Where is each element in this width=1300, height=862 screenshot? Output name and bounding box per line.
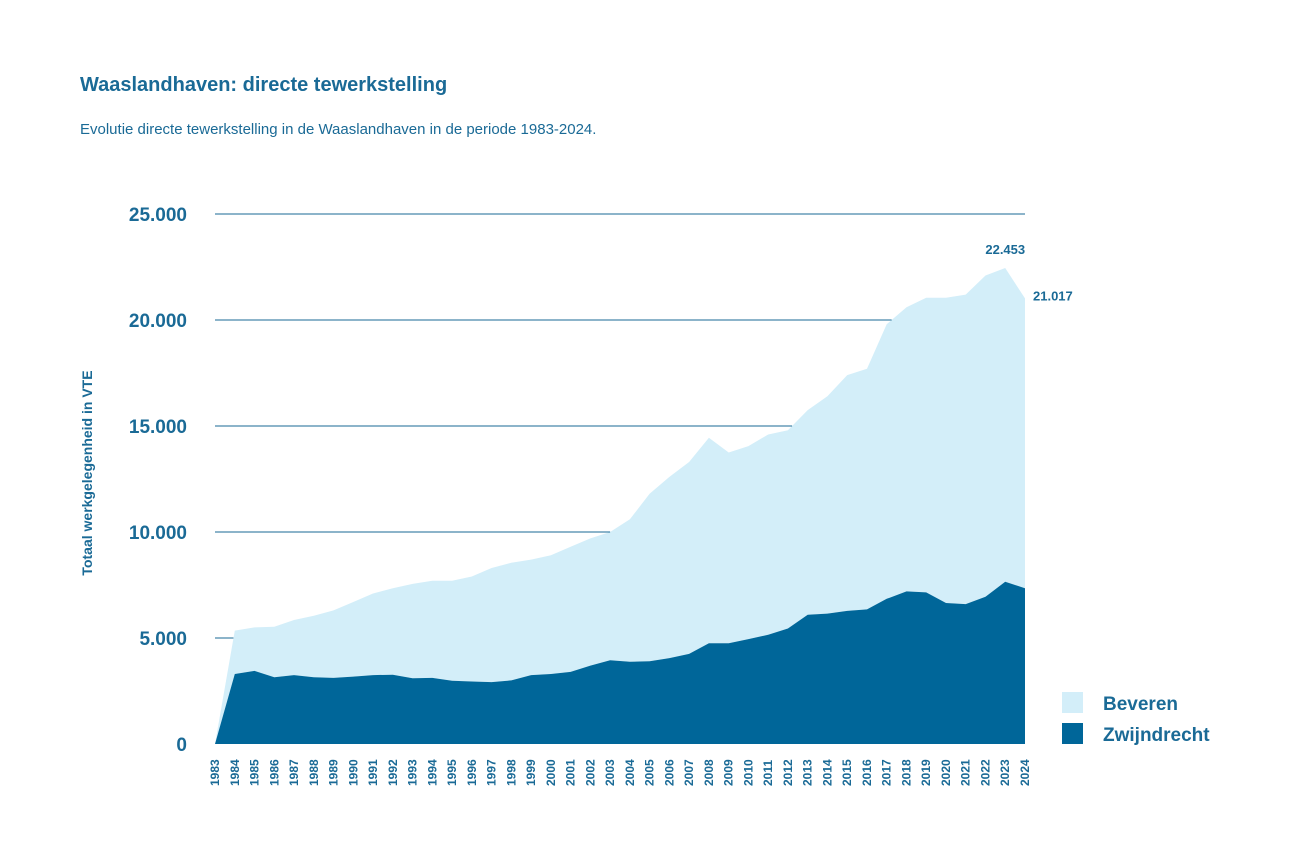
chart-subtitle: Evolutie directe tewerkstelling in de Wa… (80, 121, 597, 138)
x-tick-label: 2012 (781, 759, 795, 786)
chart-title: Waaslandhaven: directe tewerkstelling (80, 74, 448, 96)
x-tick-label: 2023 (998, 759, 1012, 786)
x-tick-label: 1985 (248, 759, 262, 786)
x-tick-label: 2008 (702, 759, 716, 786)
legend-label-zwijndrecht: Zwijndrecht (1103, 725, 1210, 746)
x-tick-label: 1997 (485, 759, 499, 786)
x-tick-label: 1999 (524, 759, 538, 786)
legend-swatch-beveren (1062, 692, 1083, 713)
x-tick-label: 2015 (840, 759, 854, 786)
x-tick-label: 2003 (603, 759, 617, 786)
x-tick-label: 1987 (287, 759, 301, 786)
x-tick-label: 1995 (445, 759, 459, 786)
x-tick-label: 2009 (722, 759, 736, 786)
x-tick-label: 1994 (425, 759, 439, 786)
data-label: 22.453 (985, 242, 1025, 257)
x-tick-label: 2004 (623, 759, 637, 786)
x-tick-label: 1989 (327, 759, 341, 786)
x-tick-label: 2013 (801, 759, 815, 786)
y-tick-label: 20.000 (129, 311, 187, 332)
y-tick-label: 10.000 (129, 523, 187, 544)
x-tick-label: 1984 (228, 759, 242, 786)
x-tick-label: 1990 (346, 759, 360, 786)
y-axis-label: Totaal werkgelegenheid in VTE (79, 370, 95, 575)
x-tick-label: 1991 (366, 759, 380, 786)
x-tick-label: 2000 (544, 759, 558, 786)
x-tick-label: 2010 (741, 759, 755, 786)
x-tick-label: 2018 (899, 759, 913, 786)
x-tick-label: 2016 (860, 759, 874, 786)
y-tick-label: 5.000 (139, 629, 187, 650)
x-tick-label: 2024 (1018, 759, 1032, 786)
x-tick-label: 1998 (504, 759, 518, 786)
x-tick-label: 1988 (307, 759, 321, 786)
area-series-zwijndrecht (215, 581, 1025, 744)
x-tick-label: 2002 (583, 759, 597, 786)
x-tick-label: 1993 (406, 759, 420, 786)
x-tick-label: 1992 (386, 759, 400, 786)
x-tick-label: 2017 (880, 759, 894, 786)
x-tick-label: 2019 (919, 759, 933, 786)
y-tick-label: 0 (176, 735, 187, 756)
x-tick-label: 2011 (761, 760, 775, 786)
x-tick-label: 1986 (267, 759, 281, 786)
x-tick-label: 2001 (564, 759, 578, 786)
legend-swatch-zwijndrecht (1062, 723, 1083, 744)
x-tick-label: 2020 (939, 759, 953, 786)
x-tick-label: 2005 (643, 759, 657, 786)
x-tick-label: 2006 (662, 759, 676, 786)
x-tick-label: 2007 (682, 759, 696, 786)
legend-label-beveren: Beveren (1103, 694, 1178, 715)
data-label: 21.017 (1033, 288, 1073, 303)
y-tick-label: 15.000 (129, 417, 187, 438)
y-tick-label: 25.000 (129, 205, 187, 226)
x-tick-label: 1996 (465, 759, 479, 786)
area-series-beveren (215, 268, 1025, 744)
x-tick-label: 2022 (978, 759, 992, 786)
x-tick-label: 2014 (820, 759, 834, 786)
x-tick-label: 1983 (208, 759, 222, 786)
x-tick-label: 2021 (959, 759, 973, 786)
